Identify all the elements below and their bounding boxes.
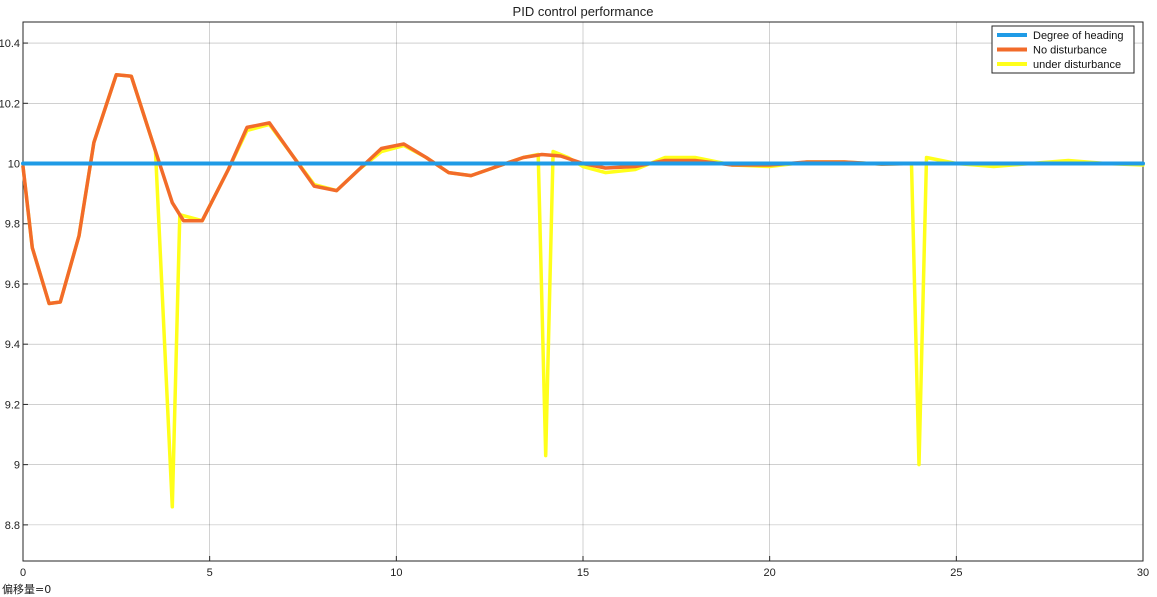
x-tick-label: 0: [20, 567, 26, 579]
series-lines: [21, 72, 1145, 509]
y-tick-label: 8.8: [5, 520, 20, 532]
x-axis-ticks: 0 5 10 15 20 25 30: [20, 556, 1149, 579]
y-tick-label: 9.4: [5, 339, 20, 351]
x-tick-label: 15: [577, 567, 589, 579]
y-tick-label: 10: [8, 159, 20, 171]
chart-title: PID control performance: [513, 4, 654, 19]
x-tick-label: 20: [764, 567, 776, 579]
y-tick-label: 9.6: [5, 279, 20, 291]
legend: Degree of heading No disturbance under dis…: [991, 25, 1135, 74]
y-tick-label: 9.2: [5, 399, 20, 411]
y-tick-label: 10.2: [0, 98, 20, 110]
x-tick-label: 5: [207, 567, 213, 579]
x-tick-label: 30: [1137, 567, 1149, 579]
grid-lines: [23, 22, 1143, 561]
legend-label: No disturbance: [1033, 45, 1107, 57]
x-tick-label: 25: [950, 567, 962, 579]
plot-area: [22, 21, 1144, 562]
legend-label: under disturbance: [1033, 59, 1121, 71]
x-tick-label: 10: [390, 567, 402, 579]
offset-label: 偏移量=0: [2, 583, 52, 596]
y-tick-label: 10.4: [0, 38, 20, 50]
y-tick-label: 9: [14, 460, 20, 472]
y-tick-label: 9.8: [5, 219, 20, 231]
legend-label: Degree of heading: [1033, 30, 1124, 42]
y-axis-ticks: 8.8 9 9.2 9.4 9.6 9.8 10 10.2 10.4: [0, 38, 28, 532]
